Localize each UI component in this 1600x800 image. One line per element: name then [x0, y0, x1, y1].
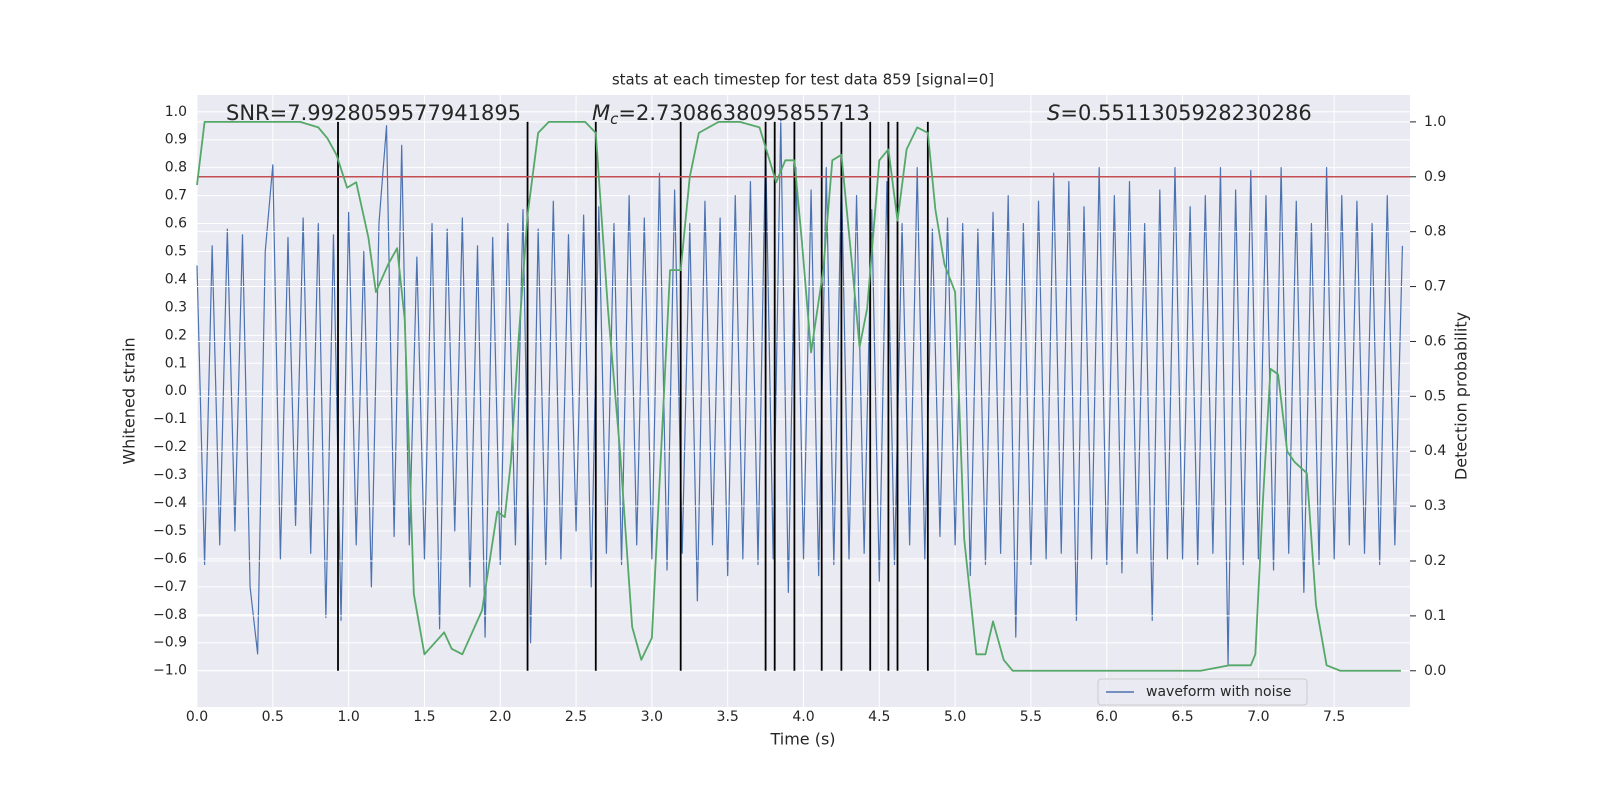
y-tick-label: −0.1: [153, 411, 187, 427]
x-tick-label: 5.5: [1020, 709, 1042, 725]
x-tick-label: 1.5: [413, 709, 435, 725]
probability-line: [196, 121, 1401, 672]
x-axis-label: Time (s): [769, 730, 835, 749]
legend-box: [1097, 678, 1308, 706]
y2-tick-label: 0.8: [1424, 224, 1446, 240]
y-tick-label: −0.4: [153, 495, 187, 511]
x-tick-label: 5.0: [944, 709, 966, 725]
x-tick-label: 4.5: [868, 709, 890, 725]
y2-tick-label: 0.2: [1424, 553, 1446, 569]
y2-tick-label: 0.5: [1424, 388, 1446, 404]
y-tick-label: 0.3: [165, 299, 187, 315]
y2-tick-label: 0.0: [1424, 663, 1446, 679]
y2-tick-label: 0.1: [1424, 608, 1446, 624]
annotation: S=0.5511305928230286: [1047, 101, 1312, 125]
x-tick-label: 1.0: [337, 709, 359, 725]
y2-tick-label: 0.3: [1424, 498, 1446, 514]
x-tick-label: 3.5: [717, 709, 739, 725]
y2-tick-label: 0.9: [1424, 169, 1446, 185]
x-tick-label: 6.5: [1171, 709, 1193, 725]
x-tick-label: 6.0: [1096, 709, 1118, 725]
y-tick-label: −1.0: [153, 663, 187, 679]
annotation-subscript: c: [610, 110, 619, 128]
x-tick-label: 2.0: [489, 709, 511, 725]
x-tick-label: 7.0: [1247, 709, 1269, 725]
y2-tick-label: 1.0: [1424, 114, 1446, 130]
y-tick-label: 0.0: [165, 383, 187, 399]
y-tick-label: −0.6: [153, 551, 187, 567]
y-tick-label: −0.2: [153, 439, 187, 455]
y2-tick-label: 0.7: [1424, 279, 1446, 295]
y-tick-label: 0.8: [165, 160, 187, 176]
x-tick-label: 0.0: [186, 709, 208, 725]
waveform-line: [196, 119, 1404, 666]
y2-tick-label: 0.4: [1424, 443, 1446, 459]
annotation-symbol: S: [1047, 101, 1060, 125]
under-layer: [196, 95, 1410, 707]
y2-axis-label: Detection probability: [1452, 312, 1471, 480]
y-tick-label: −0.8: [153, 607, 187, 623]
x-tick-label: 4.0: [792, 709, 814, 725]
y-tick-label: −0.3: [153, 467, 187, 483]
y-tick-label: 0.9: [165, 132, 187, 148]
annotation-text: SNR=7.9928059577941895: [226, 101, 521, 125]
annotation: Mc=2.7308638095855713: [592, 101, 870, 128]
y-tick-label: 1.0: [165, 104, 187, 120]
x-tick-label: 2.5: [565, 709, 587, 725]
chart-title: stats at each timestep for test data 859…: [612, 71, 994, 89]
annotation: SNR=7.9928059577941895: [226, 101, 521, 125]
y-tick-label: 0.2: [165, 327, 187, 343]
legend-label: waveform with noise: [1146, 684, 1291, 700]
legend: waveform with noise: [1097, 678, 1308, 706]
y-axis-label: Whitened strain: [120, 337, 139, 464]
y-tick-label: 0.7: [165, 188, 187, 204]
y-tick-label: −0.9: [153, 635, 187, 651]
over-layer: [196, 121, 1410, 672]
x-tick-label: 7.5: [1323, 709, 1345, 725]
y-tick-label: −0.5: [153, 523, 187, 539]
y-tick-label: −0.7: [153, 579, 187, 595]
x-tick-label: 0.5: [262, 709, 284, 725]
annotation-text: =0.5511305928230286: [1060, 101, 1311, 125]
y-tick-label: 0.5: [165, 243, 187, 259]
x-tick-label: 3.0: [641, 709, 663, 725]
y-tick-label: 0.4: [165, 271, 187, 287]
annotation-symbol: M: [592, 101, 610, 125]
y-tick-label: 0.1: [165, 355, 187, 371]
annotation-text: =2.7308638095855713: [618, 101, 869, 125]
y-tick-label: 0.6: [165, 216, 187, 232]
y2-tick-label: 0.6: [1424, 333, 1446, 349]
